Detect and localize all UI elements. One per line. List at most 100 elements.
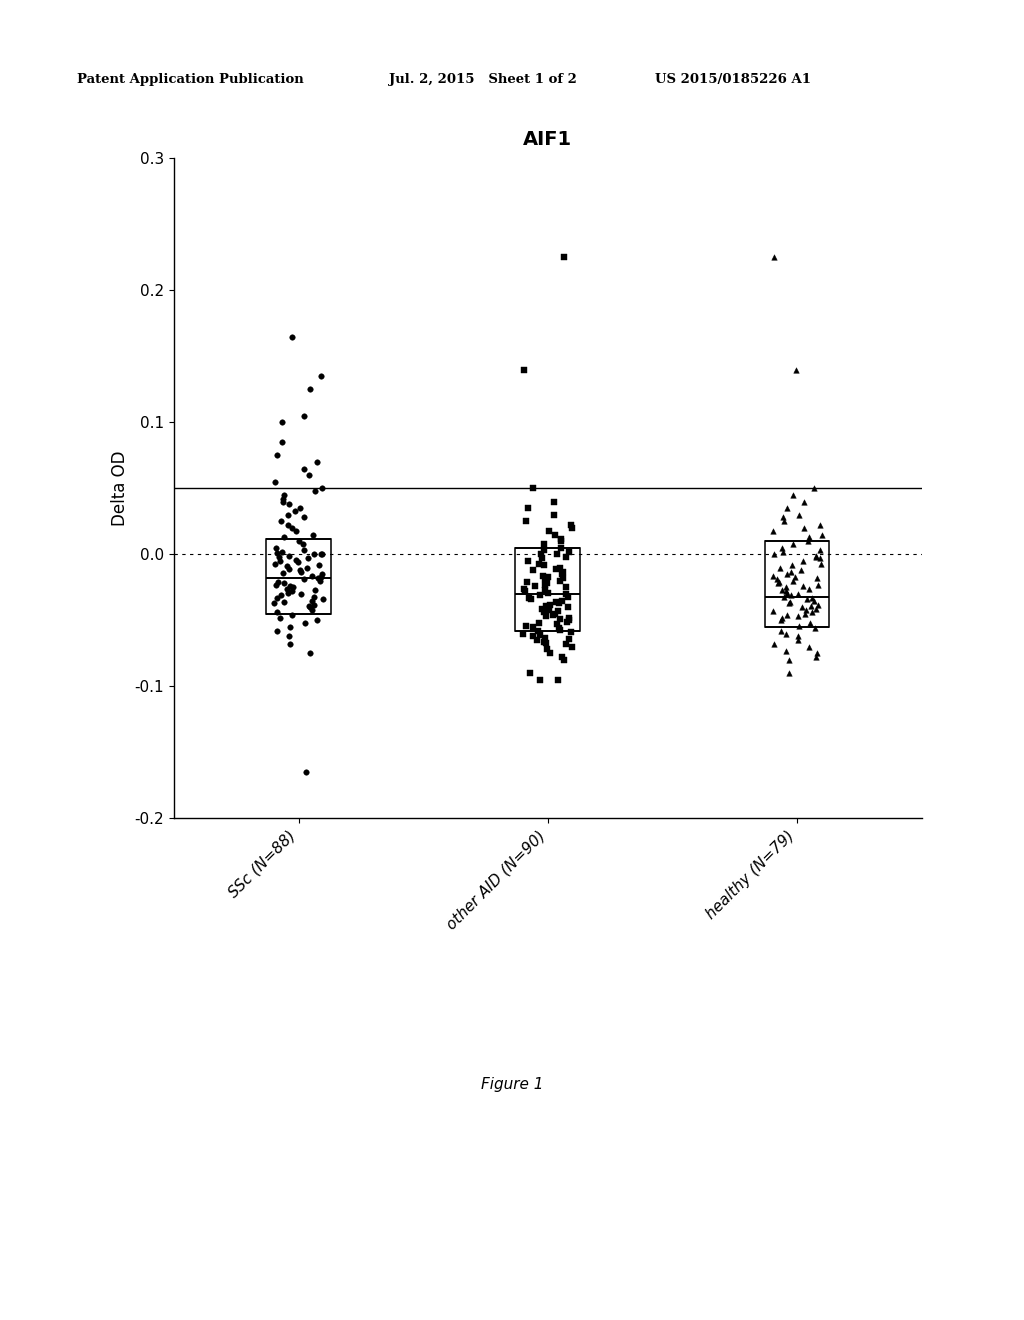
Point [806, 478, 822, 499]
Point [300, 548, 316, 569]
Point [281, 545, 297, 566]
Point [548, 591, 564, 612]
Point [268, 574, 285, 595]
Point [775, 586, 792, 607]
Point [549, 544, 565, 565]
Point [785, 570, 802, 591]
Point [266, 471, 283, 492]
Point [557, 634, 573, 655]
Point [537, 569, 553, 590]
Point [554, 568, 570, 589]
Point [539, 595, 555, 616]
Point [539, 639, 555, 660]
Point [765, 601, 781, 622]
Point [273, 412, 290, 433]
Point [779, 605, 796, 626]
Point [297, 612, 313, 634]
Point [799, 589, 815, 610]
Point [281, 504, 297, 525]
Point [798, 599, 814, 620]
Point [292, 498, 308, 519]
Point [532, 624, 549, 645]
Point [810, 594, 826, 615]
Point [813, 524, 829, 545]
Point [552, 557, 568, 578]
Point [313, 544, 330, 565]
Point [304, 565, 321, 586]
Point [522, 663, 539, 684]
Point [314, 589, 331, 610]
Point [547, 603, 563, 624]
Point [531, 585, 548, 606]
Point [536, 540, 552, 561]
Point [778, 582, 795, 603]
Point [765, 520, 781, 541]
Point [808, 598, 824, 619]
Point [809, 643, 825, 664]
Point [295, 569, 311, 590]
Point [305, 586, 322, 607]
Point [541, 566, 557, 587]
Point [267, 553, 284, 574]
Point [555, 561, 571, 582]
Point [554, 647, 570, 668]
Point [774, 607, 791, 628]
Text: Patent Application Publication: Patent Application Publication [77, 73, 303, 86]
Point [554, 564, 570, 585]
Point [521, 587, 538, 609]
Point [778, 581, 795, 602]
Point [800, 531, 816, 552]
Point [515, 623, 531, 644]
Point [269, 587, 286, 609]
Point [781, 663, 798, 684]
Point [802, 612, 818, 634]
Point [794, 560, 810, 581]
Point [292, 560, 308, 581]
Point [790, 626, 806, 647]
Point [517, 511, 534, 532]
Point [284, 581, 300, 602]
Point [775, 541, 792, 562]
Point [289, 520, 305, 541]
Text: Figure 1: Figure 1 [480, 1077, 544, 1092]
Point [536, 631, 552, 652]
Point [528, 630, 545, 651]
Point [559, 611, 575, 632]
Point [274, 491, 291, 512]
Point [804, 602, 820, 623]
Point [307, 579, 324, 601]
Y-axis label: Delta OD: Delta OD [112, 450, 129, 527]
Point [268, 543, 285, 564]
Point [552, 619, 568, 640]
Point [531, 669, 548, 690]
Point [271, 607, 288, 628]
Point [274, 562, 291, 583]
Point [270, 572, 287, 593]
Point [296, 540, 312, 561]
Point [287, 500, 303, 521]
Point [280, 578, 296, 599]
Point [781, 649, 798, 671]
Point [282, 634, 298, 655]
Point [554, 590, 570, 611]
Point [304, 599, 321, 620]
Point [516, 578, 532, 599]
Point [560, 586, 577, 607]
Point [536, 602, 552, 623]
Point [801, 578, 817, 599]
Point [538, 579, 554, 601]
Point [766, 247, 782, 268]
Point [534, 548, 550, 569]
Point [301, 595, 317, 616]
Point [778, 564, 795, 585]
Point [557, 583, 573, 605]
Point [291, 531, 307, 552]
Point [772, 557, 788, 578]
Point [773, 579, 790, 601]
Point [790, 630, 806, 651]
Point [765, 565, 781, 586]
Point [553, 537, 569, 558]
Point [784, 533, 801, 554]
Point [269, 602, 286, 623]
Point [561, 628, 578, 649]
